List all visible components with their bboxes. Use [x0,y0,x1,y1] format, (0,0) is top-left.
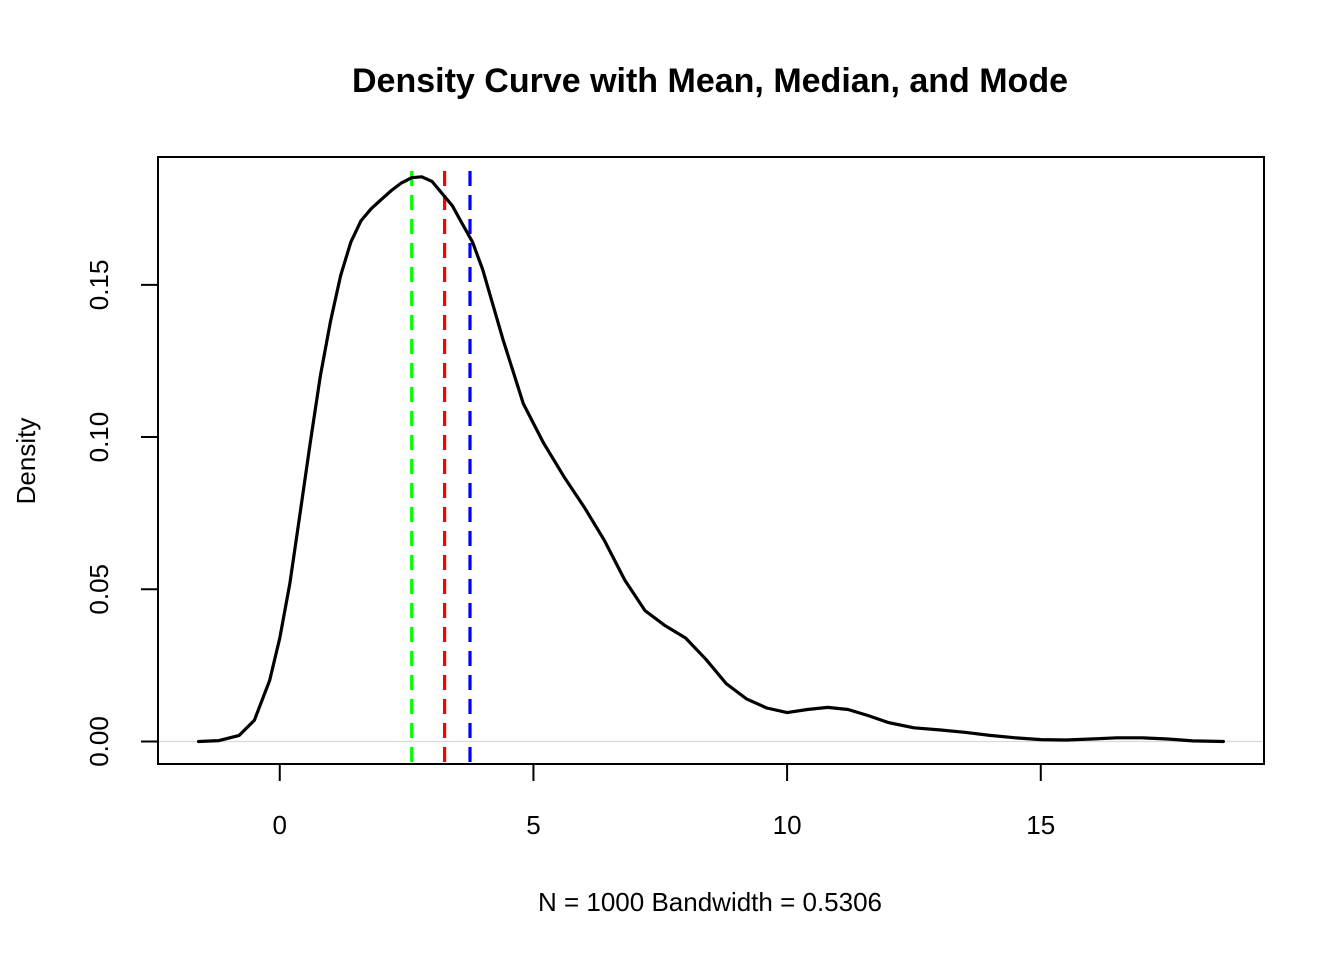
density-curve [197,175,1225,744]
density-series [197,175,1225,744]
y-axis-label: Density [11,418,41,505]
y-tick-label: 0.15 [84,260,114,311]
reference-lines [410,171,472,764]
x-axis-label: N = 1000 Bandwidth = 0.5306 [538,887,882,917]
plot-frame [157,156,1265,765]
y-axis: 0.00 0.05 0.10 0.15 [84,260,159,767]
y-tick-label: 0.00 [84,716,114,767]
chart-title: Density Curve with Mean, Median, and Mod… [352,62,1068,100]
x-tick-label: 5 [526,810,540,840]
x-tick-label: 0 [273,810,287,840]
x-tick-label: 10 [773,810,802,840]
x-axis: 0 5 10 15 [273,763,1055,840]
y-tick-label: 0.10 [84,412,114,463]
x-tick-label: 15 [1026,810,1055,840]
y-tick-label: 0.05 [84,564,114,615]
